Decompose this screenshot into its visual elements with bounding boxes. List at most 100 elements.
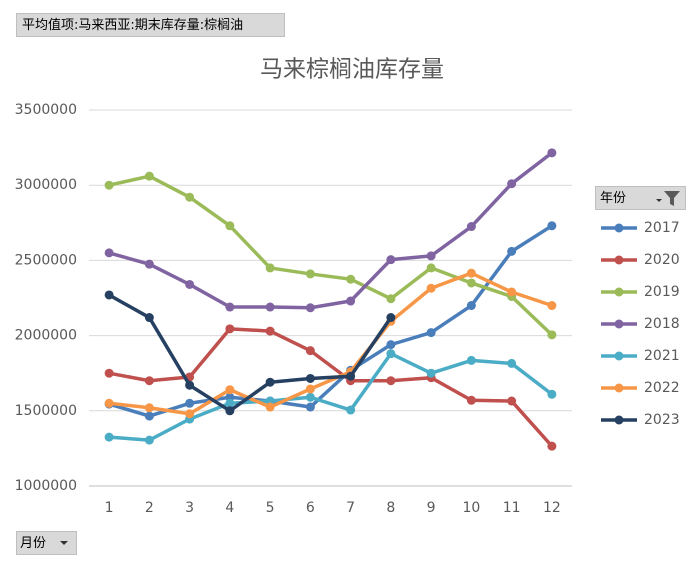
point [305,384,315,394]
series-line [108,224,553,418]
legend-marker [614,223,624,233]
point [466,355,476,365]
point [386,376,396,386]
legend-field-button[interactable] [595,186,686,210]
point [144,435,154,445]
point [185,398,195,408]
point [225,398,235,408]
point [185,192,195,202]
y-tick-label: 2500000 [15,252,77,268]
point [225,385,235,395]
legend-label: 2017 [644,220,680,236]
point [305,269,315,279]
y-tick-label: 1500000 [15,403,77,419]
legend-label: 2019 [644,284,680,300]
point [265,377,275,387]
point [104,180,114,190]
point [386,294,396,304]
point [104,432,114,442]
point [547,221,557,231]
point [466,222,476,232]
series-line [108,271,553,416]
x-tick-label: 12 [543,500,561,516]
dropdown-arrow [60,541,68,545]
point [426,251,436,261]
legend-marker [614,415,624,425]
y-tick-label: 3000000 [15,177,77,193]
point [346,405,356,415]
point [466,301,476,311]
point [305,303,315,313]
x-tick-label: 10 [462,500,480,516]
point [104,368,114,378]
point [144,313,154,323]
point [225,302,235,312]
legend-label: 2021 [644,348,680,364]
point [144,376,154,386]
point [386,349,396,359]
legend-marker [614,319,624,329]
dropdown-arrow [656,199,662,202]
point [104,398,114,408]
x-tick-label: 5 [266,500,275,516]
series-line [108,174,554,337]
point [466,278,476,288]
point [305,402,315,412]
x-tick-label: 11 [503,500,521,516]
point [265,302,275,312]
x-tick-label: 6 [306,500,315,516]
point [426,328,436,338]
series-line [108,151,553,310]
chart-title: 马来棕榈油库存量 [260,57,444,83]
point [225,221,235,231]
point [265,263,275,273]
point [466,268,476,278]
y-tick-label: 3500000 [15,102,77,118]
point [507,246,517,256]
point [547,148,557,158]
point [144,403,154,413]
legend-label: 2022 [644,380,680,396]
axis-field-button[interactable] [16,531,77,555]
point [144,411,154,421]
point [225,406,235,416]
point [305,346,315,356]
legend-field-label: 年份 [600,191,626,206]
point [104,248,114,258]
value-field-label: 平均值项:马来西亚:期末库存量:棕榈油 [22,17,243,33]
axis-field-label: 月份 [20,536,46,551]
x-tick-label: 3 [185,500,194,516]
point [466,395,476,405]
legend-marker [614,351,624,361]
point [185,409,195,419]
series-line [108,293,393,413]
point [305,373,315,383]
legend-marker [614,287,624,297]
point [547,389,557,399]
value-field-button[interactable] [16,13,285,37]
point [346,371,356,381]
point [185,279,195,289]
y-tick-label: 1000000 [15,478,77,494]
point [547,441,557,451]
series-line [108,327,554,448]
point [386,340,396,350]
point [547,301,557,311]
point [265,402,275,412]
point [104,290,114,300]
point [386,313,396,323]
x-tick-label: 1 [105,500,114,516]
series-line [108,351,553,442]
point [386,255,396,265]
point [507,287,517,297]
legend-marker [614,383,624,393]
legend-label: 2018 [644,316,680,332]
point [305,392,315,402]
legend-label: 2023 [644,412,680,428]
legend-marker [614,255,624,265]
point [507,396,517,406]
point [507,358,517,368]
point [426,263,436,273]
point [346,274,356,284]
filter-icon[interactable] [664,191,680,206]
